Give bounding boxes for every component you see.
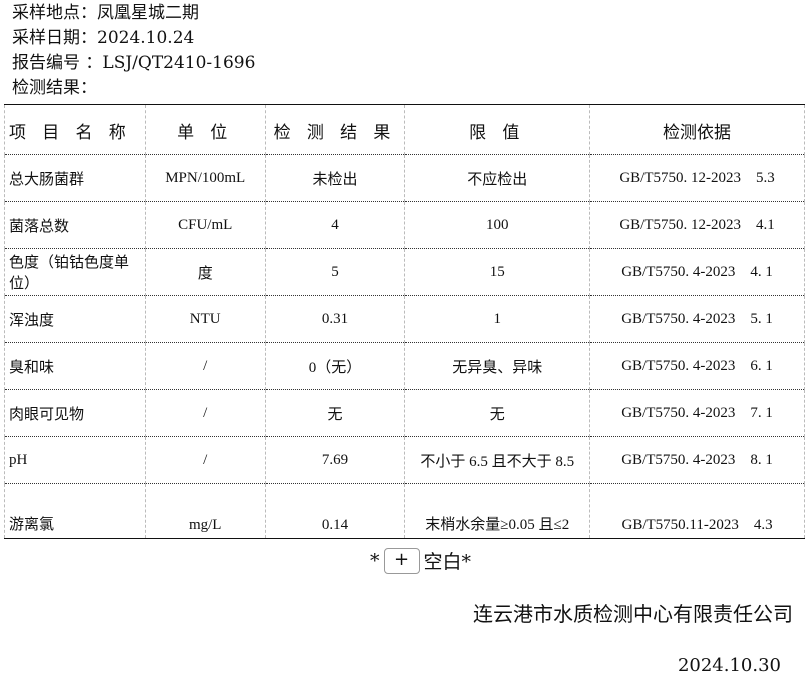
cell-limit: 无异臭、异味 bbox=[404, 342, 591, 390]
cell-limit: 15 bbox=[404, 248, 591, 296]
cell-item-name: pH bbox=[4, 436, 146, 484]
cell-result: 5 bbox=[264, 248, 406, 296]
cell-unit: NTU bbox=[144, 295, 266, 343]
cell-item-name: 菌落总数 bbox=[4, 201, 146, 249]
cell-unit: / bbox=[144, 389, 266, 437]
cell-method: GB/T5750. 12-2023 4.1 bbox=[589, 201, 805, 249]
cell-unit: 度 bbox=[144, 248, 266, 296]
table-row: 菌落总数 CFU/mL 4 100 GB/T5750. 12-2023 4.1 bbox=[4, 201, 805, 249]
company-name: 连云港市水质检测中心有限责任公司 bbox=[473, 602, 793, 626]
table-row: 臭和味/0（无） 无异臭、异味 GB/T5750. 4-2023 6. 1 bbox=[4, 342, 805, 390]
cell-limit: 末梢水余量≥0.05 且≤2 bbox=[404, 483, 591, 539]
cell-item-name: 色度（铂钴色度单位） bbox=[4, 248, 146, 296]
header-method: 检测依据 bbox=[589, 104, 805, 155]
cell-result: 0.14 bbox=[264, 483, 406, 539]
cell-item-name: 游离氯 bbox=[4, 483, 146, 539]
cell-result: 0（无） bbox=[264, 342, 406, 390]
cell-limit: 不小于 6.5 且不大于 8.5 bbox=[404, 436, 591, 484]
header-item: 项 目 名 称 bbox=[4, 104, 146, 155]
table-row: 肉眼可见物 / 无无 GB/T5750. 4-2023 7. 1 bbox=[4, 389, 805, 437]
cell-result: 无 bbox=[264, 389, 406, 437]
table-header: 项 目 名 称 单 位 检 测 结 果 限 值 检测依据 bbox=[4, 104, 805, 155]
cell-item-name: 浑浊度 bbox=[4, 295, 146, 343]
cell-result: 未检出 bbox=[264, 154, 406, 202]
header-unit: 单 位 bbox=[144, 104, 266, 155]
report-number: 报告编号 ：LSJ/QT2410-1696 bbox=[12, 53, 256, 73]
cell-limit: 不应检出 bbox=[404, 154, 591, 202]
cell-method: GB/T5750.11-2023 4.3 bbox=[589, 483, 805, 539]
header-result: 检 测 结 果 bbox=[264, 104, 406, 155]
cell-method: GB/T5750. 12-2023 5.3 bbox=[589, 154, 805, 202]
cell-method: GB/T5750. 4-2023 4. 1 bbox=[589, 248, 805, 296]
blank-marker: * + 空白* bbox=[370, 547, 471, 574]
cell-method: GB/T5750. 4-2023 5. 1 bbox=[589, 295, 805, 343]
cell-item-name: 臭和味 bbox=[4, 342, 146, 390]
cell-result: 7.69 bbox=[264, 436, 406, 484]
cell-item-name: 肉眼可见物 bbox=[4, 389, 146, 437]
cell-method: GB/T5750. 4-2023 6. 1 bbox=[589, 342, 805, 390]
table-row: 浑浊度 NTU 0.31 1 GB/T5750. 4-2023 5. 1 bbox=[4, 295, 805, 343]
add-button[interactable]: + bbox=[383, 547, 420, 574]
header-limit: 限 值 bbox=[404, 104, 591, 155]
sampling-location: 采样地点：凤凰星城二期 bbox=[12, 3, 199, 23]
sampling-date: 采样日期：2024.10.24 bbox=[12, 28, 195, 48]
cell-unit: CFU/mL bbox=[144, 201, 266, 249]
cell-unit: MPN/100mL bbox=[144, 154, 266, 202]
table-row: 总大肠菌群 MPN/100mL 未检出 不应检出 GB/T5750. 12-2023 5… bbox=[4, 154, 805, 202]
table-row: pH/7.69 不小于 6.5 且不大于 8.5 GB/T5750. 4-2023 … bbox=[4, 436, 805, 484]
cell-item-name: 总大肠菌群 bbox=[4, 154, 146, 202]
blank-text: 空白* bbox=[423, 551, 472, 573]
star: * bbox=[370, 549, 380, 572]
cell-method: GB/T5750. 4-2023 8. 1 bbox=[589, 436, 805, 484]
cell-unit: / bbox=[144, 436, 266, 484]
cell-limit: 无 bbox=[404, 389, 591, 437]
cell-result: 0.31 bbox=[264, 295, 406, 343]
cell-result: 4 bbox=[264, 201, 406, 249]
cell-limit: 1 bbox=[404, 295, 591, 343]
table-row: 游离氯 mg/L 0.14 末梢水余量≥0.05 且≤2 GB/T5750.11-202… bbox=[4, 483, 805, 539]
results-label: 检测结果： bbox=[12, 78, 97, 98]
cell-method: GB/T5750. 4-2023 7. 1 bbox=[589, 389, 805, 437]
results-table: 项 目 名 称 单 位 检 测 结 果 限 值 检测依据 总大肠菌群 MPN/10… bbox=[4, 104, 805, 539]
report-date: 2024.10.30 bbox=[677, 655, 781, 676]
table-row: 色度（铂钴色度单位）度 5 15 GB/T5750. 4-2023 4. 1 bbox=[4, 248, 805, 296]
cell-unit: mg/L bbox=[144, 483, 266, 539]
cell-unit: / bbox=[144, 342, 266, 390]
cell-limit: 100 bbox=[404, 201, 591, 249]
